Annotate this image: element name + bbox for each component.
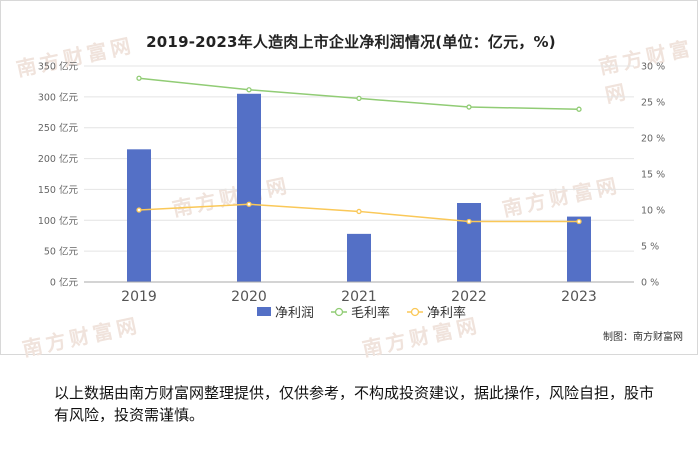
chart-title: 2019-2023年人造肉上市企业净利润情况(单位：亿元，%) (146, 33, 556, 51)
legend-swatch-marker (410, 307, 420, 317)
point-net-margin (136, 207, 142, 213)
point-net-margin (576, 218, 582, 225)
left-axis-tick-label: 200 亿元 (38, 153, 79, 165)
point-net-margin (356, 208, 362, 215)
point-net-margin (466, 218, 472, 225)
point-gross-margin (136, 75, 142, 81)
right-axis: 0 % 5 % 10 % 15 % 20 % 25 % 30 % (641, 62, 665, 289)
right-axis-tick-label: 0 % (641, 278, 659, 289)
left-axis-tick-label: 100 亿元 (38, 215, 79, 227)
right-axis-tick-label: 10 % (641, 206, 665, 217)
legend-label: 净利润 (275, 306, 314, 321)
point-gross-margin (356, 95, 362, 102)
right-axis-tick-label: 5 % (641, 242, 659, 253)
x-axis-tick-label: 2023 (561, 289, 597, 305)
bar-net-profit (347, 233, 371, 282)
combo-chart: 0 亿元 50 亿元 100 亿元 150 亿元 200 亿元 250 亿元 300 亿元 3… (38, 61, 665, 322)
line-gross-margin (138, 77, 580, 110)
left-axis: 0 亿元 50 亿元 100 亿元 150 亿元 200 亿元 250 亿元 300 亿元 3… (38, 61, 79, 289)
right-axis-tick-label: 15 % (641, 170, 665, 181)
right-axis-tick-label: 20 % (641, 134, 665, 145)
legend-label: 毛利率 (351, 305, 390, 321)
right-axis-tick-label: 25 % (641, 98, 665, 109)
disclaimer-text: 以上数据由南方财富网整理提供，仅供参考，不构成投资建议，据此操作，风险自担，股市… (54, 384, 655, 424)
point-gross-margin (576, 106, 582, 112)
left-axis-tick-label: 250 亿元 (38, 122, 79, 134)
left-axis-tick-label: 350 亿元 (38, 61, 79, 73)
legend-swatch-marker (334, 307, 344, 317)
point-net-margin (246, 201, 252, 207)
bar-net-profit (457, 203, 481, 282)
chart-card: 南方财富网 南方财富网 南方财富网 南方财富网 南方财富网 南方财富网 2019… (0, 0, 698, 361)
legend: 净利润 毛利率 净利率 (257, 305, 466, 321)
x-axis-tick-label: 2020 (231, 289, 267, 305)
point-gross-margin (466, 104, 472, 110)
bar-net-profit (567, 216, 591, 282)
x-axis-tick-label: 2021 (341, 289, 377, 305)
grid-layer (84, 65, 634, 252)
point-gross-margin (246, 87, 252, 93)
left-axis-tick-label: 300 亿元 (38, 91, 79, 103)
chart-credit: 制图：南方财富网 (603, 332, 683, 343)
x-axis-tick-label: 2022 (451, 289, 487, 305)
legend-swatch-net-profit (257, 307, 271, 316)
x-axis-tick-label: 2019 (121, 289, 157, 305)
x-axis: 2019 2020 2021 2022 2023 (84, 281, 634, 305)
right-axis-tick-label: 30 % (641, 62, 665, 73)
left-axis-tick-label: 150 亿元 (38, 184, 79, 196)
lines-layer (136, 75, 582, 225)
left-axis-tick-label: 0 亿元 (50, 277, 79, 289)
bar-net-profit (237, 93, 261, 283)
legend-label: 净利率 (427, 305, 466, 321)
bars-layer (127, 93, 591, 283)
bar-net-profit (127, 149, 151, 282)
left-axis-tick-label: 50 亿元 (44, 246, 79, 258)
